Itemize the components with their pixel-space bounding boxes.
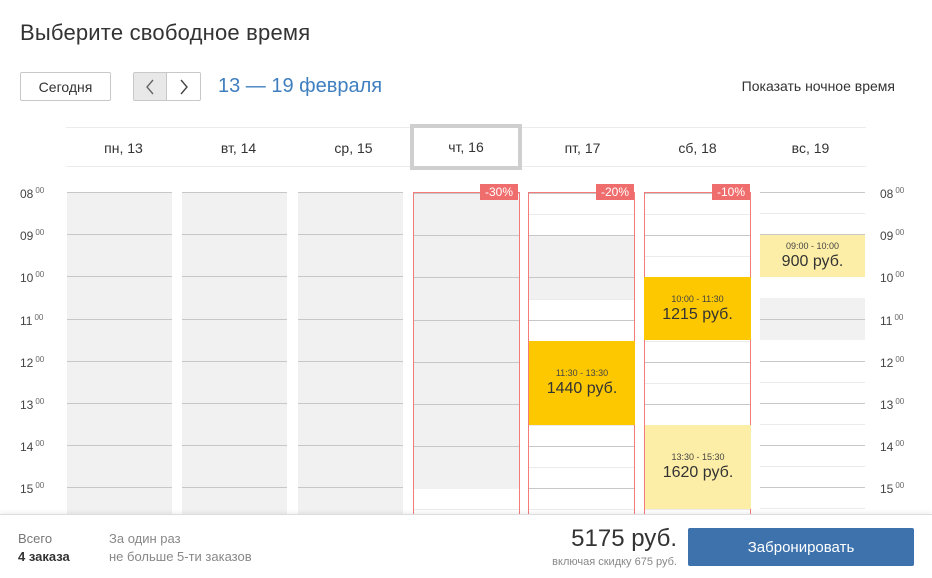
slot-price: 1620 руб.	[662, 464, 734, 481]
time-label-right: 10 00	[880, 270, 905, 285]
total-label: Всего	[18, 531, 53, 546]
chevron-right-icon	[179, 79, 188, 94]
time-label-right: 08 00	[880, 186, 905, 201]
slot-price: 900 руб.	[781, 253, 844, 270]
limit-note-line2: не больше 5-ти заказов	[109, 549, 252, 564]
time-label-right: 09 00	[880, 228, 905, 243]
slot-time: 09:00 - 10:00	[785, 241, 840, 251]
day-column-tue	[182, 192, 287, 514]
booked-slot-sat-2[interactable]: 13:30 - 15:30 1620 руб.	[645, 425, 751, 509]
show-night-time-toggle[interactable]: Показать ночное время	[741, 78, 895, 94]
time-label-left: 11 00	[20, 313, 44, 328]
day-header-mon: пн, 13	[104, 140, 143, 156]
day-column-wed	[298, 192, 403, 514]
day-header-sun: вс, 19	[791, 140, 830, 156]
time-label-right: 11 00	[880, 313, 904, 328]
booked-slot-sun[interactable]: 09:00 - 10:00 900 руб.	[760, 235, 865, 277]
time-label-left: 09 00	[20, 228, 45, 243]
time-label-left: 10 00	[20, 270, 45, 285]
time-label-left: 08 00	[20, 186, 45, 201]
next-week-button[interactable]	[167, 72, 201, 101]
discount-note: включая скидку 675 руб.	[552, 556, 677, 568]
time-label-left: 15 00	[20, 481, 45, 496]
time-label-right: 13 00	[880, 397, 905, 412]
day-header-row: пн, 13 вт, 14 ср, 15 чт, 16 пт, 17 сб, 1…	[66, 124, 866, 170]
slot-price: 1440 руб.	[546, 380, 618, 397]
booked-slot-fri[interactable]: 11:30 - 13:30 1440 руб.	[529, 341, 635, 425]
day-header-wed: ср, 15	[334, 140, 373, 156]
discount-badge-fri: -20%	[596, 184, 634, 200]
slot-time: 10:00 - 11:30	[671, 293, 724, 304]
day-header-thu-today: чт, 16	[410, 124, 522, 170]
discount-badge-thu: -30%	[480, 184, 518, 200]
time-label-left: 14 00	[20, 439, 45, 454]
day-column-mon	[67, 192, 172, 514]
booked-slot-sat-1[interactable]: 10:00 - 11:30 1215 руб.	[644, 277, 751, 340]
total-orders-count: 4 заказа	[18, 549, 70, 564]
date-range: 13 — 19 февраля	[218, 75, 383, 97]
slot-price: 1215 руб.	[662, 305, 733, 323]
total-price: 5175 руб.	[571, 525, 677, 552]
page-title: Выберите свободное время	[20, 20, 311, 45]
book-button[interactable]: Забронировать	[688, 528, 914, 566]
day-column-thu	[413, 192, 520, 514]
time-label-right: 14 00	[880, 439, 905, 454]
previous-week-button[interactable]	[133, 72, 167, 101]
time-label-right: 12 00	[880, 355, 905, 370]
limit-note-line1: За один раз	[109, 531, 181, 546]
time-label-left: 12 00	[20, 355, 45, 370]
slot-time: 13:30 - 15:30	[671, 452, 725, 462]
time-label-right: 15 00	[880, 481, 905, 496]
day-header-sat: сб, 18	[678, 140, 717, 156]
today-button[interactable]: Сегодня	[20, 72, 111, 101]
week-navigation	[133, 72, 202, 101]
time-label-left: 13 00	[20, 397, 45, 412]
day-header-fri: пт, 17	[564, 140, 601, 156]
discount-badge-sat: -10%	[712, 184, 750, 200]
booking-footer: Всего 4 заказа За один раз не больше 5-т…	[0, 514, 932, 578]
day-header-tue: вт, 14	[220, 140, 257, 156]
slot-time: 11:30 - 13:30	[555, 368, 609, 378]
chevron-left-icon	[146, 79, 154, 94]
